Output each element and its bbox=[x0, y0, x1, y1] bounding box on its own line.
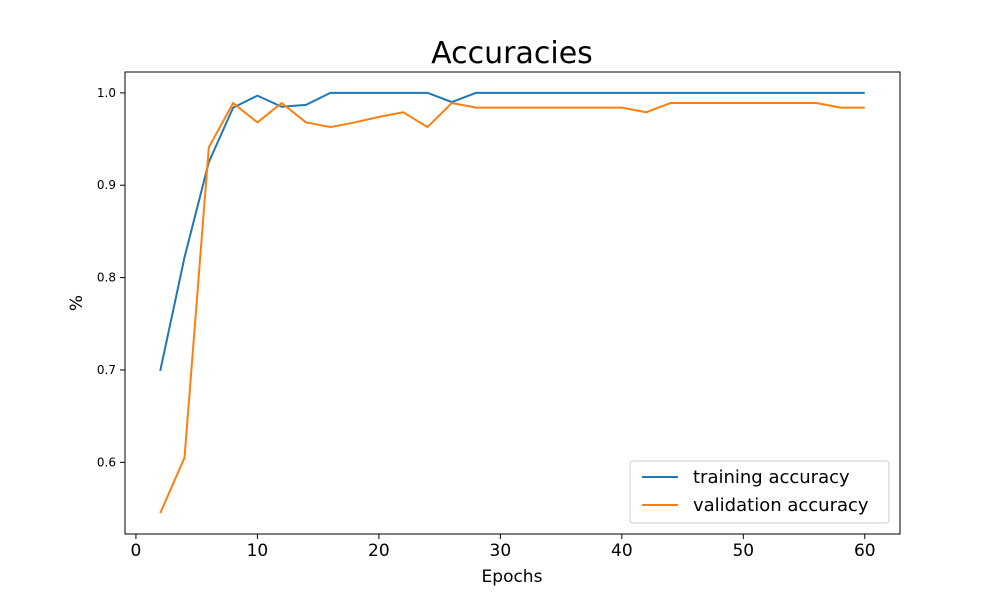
x-axis-label: Epochs bbox=[482, 567, 543, 587]
x-tick-label: 50 bbox=[732, 541, 754, 561]
series-line-training-accuracy bbox=[159, 91, 865, 372]
y-tick-label: 0.7 bbox=[97, 363, 116, 377]
plot-area-frame bbox=[124, 71, 901, 535]
x-tick-label: 40 bbox=[611, 541, 633, 561]
legend-label-validation-accuracy: validation accuracy bbox=[693, 495, 869, 516]
x-tick-label: 0 bbox=[131, 541, 142, 561]
legend: training accuracy validation accuracy bbox=[629, 460, 890, 524]
x-tick-label: 30 bbox=[490, 541, 512, 561]
x-tick-label: 10 bbox=[247, 541, 269, 561]
y-tick-label: 1.0 bbox=[97, 86, 116, 100]
chart-title: Accuracies bbox=[431, 36, 593, 71]
legend-label-training-accuracy: training accuracy bbox=[693, 467, 850, 488]
y-tick-label: 0.9 bbox=[97, 178, 116, 192]
x-tick-label: 60 bbox=[854, 541, 876, 561]
series-layer bbox=[159, 91, 865, 514]
series-line-validation-accuracy bbox=[159, 102, 865, 514]
y-axis-label: % bbox=[67, 295, 87, 311]
x-tick-label: 20 bbox=[368, 541, 390, 561]
y-tick-label: 0.6 bbox=[97, 455, 116, 469]
y-tick-label: 0.8 bbox=[97, 271, 116, 285]
legend-frame bbox=[629, 460, 890, 524]
tick-layer: 0 10 20 30 40 50 60 0.6 0.7 0.8 0.9 1.0 bbox=[97, 86, 876, 561]
